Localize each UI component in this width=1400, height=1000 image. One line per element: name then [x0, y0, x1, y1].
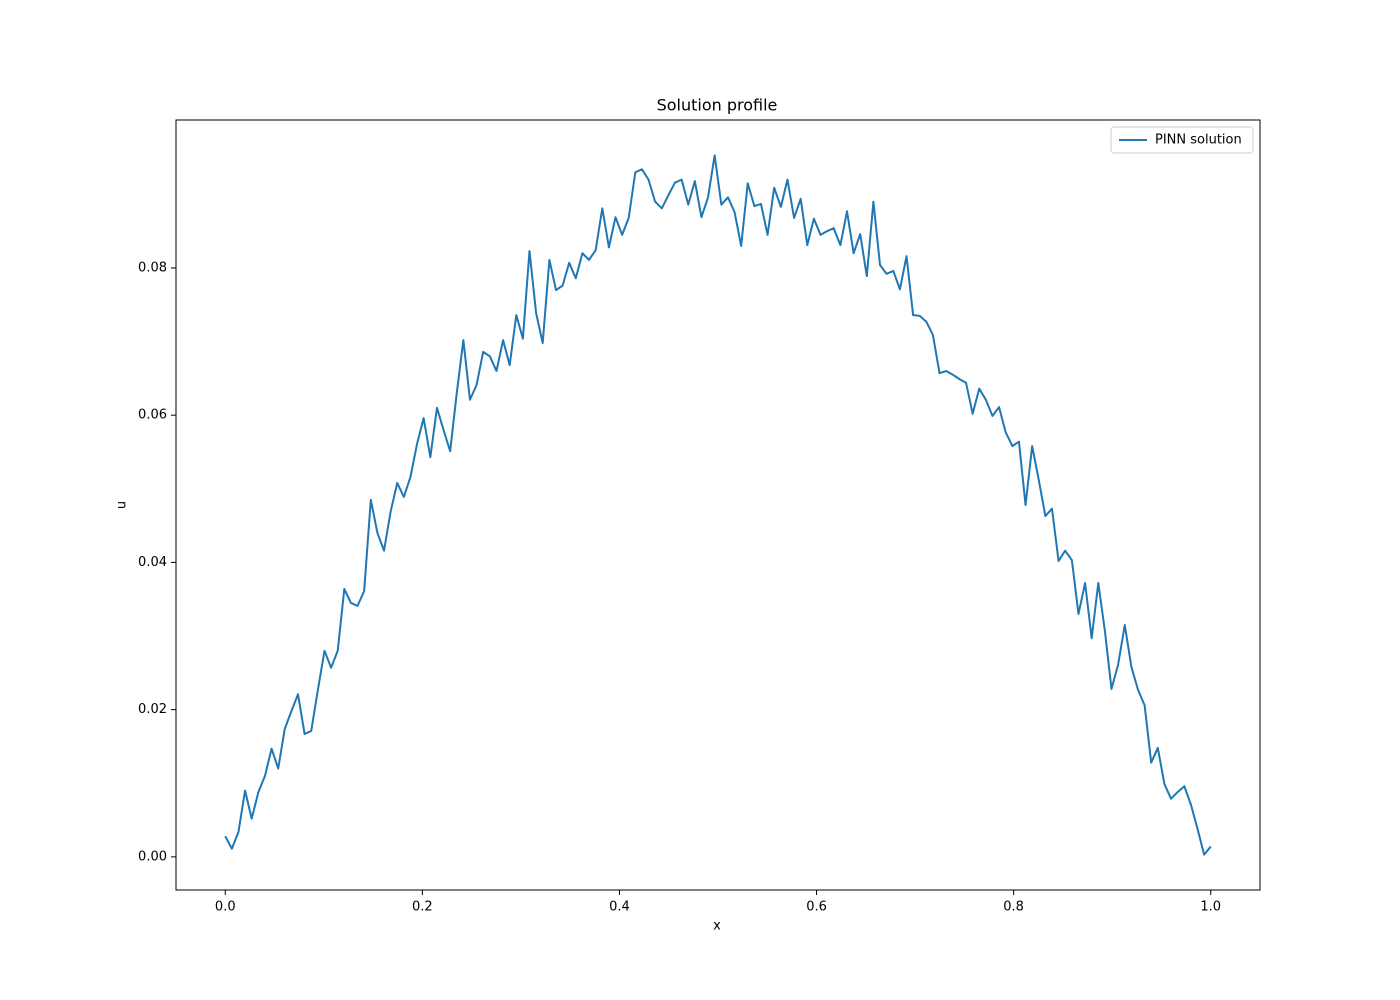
- legend-label: PINN solution: [1155, 133, 1242, 148]
- x-axis-label: x: [713, 919, 721, 934]
- y-tick-label: 0.08: [138, 260, 167, 275]
- y-tick-label: 0.06: [138, 408, 167, 423]
- y-tick-label: 0.04: [138, 555, 167, 570]
- x-tick-label: 0.2: [412, 900, 433, 915]
- x-tick-label: 0.4: [609, 900, 630, 915]
- series-line: [224, 154, 1212, 856]
- x-tick-label: 1.0: [1200, 900, 1221, 915]
- x-tick-label: 0.0: [215, 900, 236, 915]
- y-tick-label: 0.00: [138, 849, 167, 864]
- plot-frame: [175, 119, 1261, 891]
- legend-box: [1110, 126, 1254, 154]
- x-tick-label: 0.8: [1003, 900, 1024, 915]
- y-axis-label: u: [115, 501, 130, 509]
- x-tick-label: 0.6: [806, 900, 827, 915]
- chart-title: Solution profile: [657, 96, 778, 115]
- y-tick-label: 0.02: [138, 702, 167, 717]
